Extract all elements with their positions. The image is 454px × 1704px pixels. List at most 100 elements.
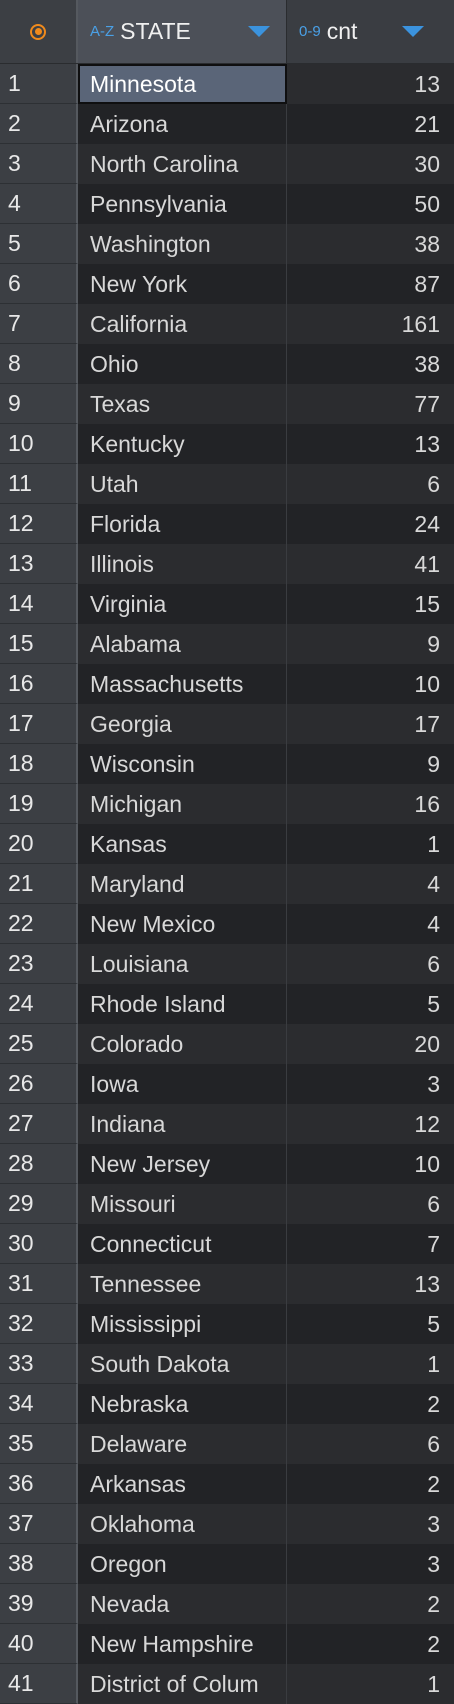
table-row[interactable]: 7 California 161 [0,304,454,344]
table-row[interactable]: 1 Minnesota 13 [0,64,454,104]
row-number[interactable]: 38 [0,1544,78,1584]
row-number[interactable]: 28 [0,1144,78,1184]
cell-state[interactable]: Mississippi [78,1304,287,1344]
cell-state[interactable]: Washington [78,224,287,264]
cell-cnt[interactable]: 87 [287,264,454,304]
row-number[interactable]: 22 [0,904,78,944]
row-number[interactable]: 39 [0,1584,78,1624]
cell-state[interactable]: South Dakota [78,1344,287,1384]
cell-cnt[interactable]: 38 [287,224,454,264]
table-row[interactable]: 18 Wisconsin 9 [0,744,454,784]
table-row[interactable]: 21 Maryland 4 [0,864,454,904]
cell-cnt[interactable]: 13 [287,1264,454,1304]
table-row[interactable]: 29 Missouri 6 [0,1184,454,1224]
cell-cnt[interactable]: 5 [287,1304,454,1344]
row-number[interactable]: 34 [0,1384,78,1424]
cell-state[interactable]: New Mexico [78,904,287,944]
dropdown-arrow-icon[interactable] [248,26,270,37]
cell-state[interactable]: Alabama [78,624,287,664]
cell-cnt[interactable]: 16 [287,784,454,824]
cell-state[interactable]: Colorado [78,1024,287,1064]
table-row[interactable]: 40 New Hampshire 2 [0,1624,454,1664]
cell-cnt[interactable]: 3 [287,1504,454,1544]
table-row[interactable]: 12 Florida 24 [0,504,454,544]
table-row[interactable]: 14 Virginia 15 [0,584,454,624]
row-number[interactable]: 37 [0,1504,78,1544]
cell-state[interactable]: Kansas [78,824,287,864]
cell-state[interactable]: Connecticut [78,1224,287,1264]
cell-cnt[interactable]: 50 [287,184,454,224]
cell-state[interactable]: Indiana [78,1104,287,1144]
column-header-state[interactable]: A-Z STATE [78,0,287,63]
table-row[interactable]: 13 Illinois 41 [0,544,454,584]
cell-state[interactable]: Missouri [78,1184,287,1224]
table-row[interactable]: 23 Louisiana 6 [0,944,454,984]
row-number[interactable]: 26 [0,1064,78,1104]
row-number[interactable]: 29 [0,1184,78,1224]
cell-cnt[interactable]: 2 [287,1584,454,1624]
column-header-cnt[interactable]: 0-9 cnt [287,0,454,63]
table-row[interactable]: 28 New Jersey 10 [0,1144,454,1184]
cell-state[interactable]: Georgia [78,704,287,744]
row-number[interactable]: 25 [0,1024,78,1064]
table-row[interactable]: 19 Michigan 16 [0,784,454,824]
cell-cnt[interactable]: 4 [287,864,454,904]
table-row[interactable]: 2 Arizona 21 [0,104,454,144]
cell-cnt[interactable]: 38 [287,344,454,384]
cell-state[interactable]: Utah [78,464,287,504]
cell-state[interactable]: Arkansas [78,1464,287,1504]
cell-cnt[interactable]: 10 [287,1144,454,1184]
cell-cnt[interactable]: 30 [287,144,454,184]
cell-cnt[interactable]: 41 [287,544,454,584]
table-row[interactable]: 22 New Mexico 4 [0,904,454,944]
table-row[interactable]: 17 Georgia 17 [0,704,454,744]
row-number[interactable]: 6 [0,264,78,304]
cell-cnt[interactable]: 77 [287,384,454,424]
cell-cnt[interactable]: 1 [287,1664,454,1704]
cell-cnt[interactable]: 3 [287,1544,454,1584]
cell-state[interactable]: North Carolina [78,144,287,184]
table-row[interactable]: 26 Iowa 3 [0,1064,454,1104]
cell-cnt[interactable]: 17 [287,704,454,744]
cell-cnt[interactable]: 1 [287,1344,454,1384]
cell-state[interactable]: Arizona [78,104,287,144]
row-number[interactable]: 12 [0,504,78,544]
table-row[interactable]: 35 Delaware 6 [0,1424,454,1464]
cell-cnt[interactable]: 2 [287,1464,454,1504]
cell-cnt[interactable]: 2 [287,1384,454,1424]
table-row[interactable]: 24 Rhode Island 5 [0,984,454,1024]
cell-state[interactable]: Louisiana [78,944,287,984]
cell-state[interactable]: Pennsylvania [78,184,287,224]
cell-cnt[interactable]: 24 [287,504,454,544]
cell-cnt[interactable]: 6 [287,1424,454,1464]
cell-state[interactable]: New York [78,264,287,304]
cell-cnt[interactable]: 2 [287,1624,454,1664]
row-number[interactable]: 21 [0,864,78,904]
cell-state[interactable]: Virginia [78,584,287,624]
dropdown-arrow-icon[interactable] [402,26,424,37]
table-row[interactable]: 36 Arkansas 2 [0,1464,454,1504]
row-number[interactable]: 32 [0,1304,78,1344]
row-number[interactable]: 7 [0,304,78,344]
cell-state[interactable]: Tennessee [78,1264,287,1304]
row-number[interactable]: 24 [0,984,78,1024]
row-number[interactable]: 3 [0,144,78,184]
cell-state[interactable]: Kentucky [78,424,287,464]
row-number[interactable]: 23 [0,944,78,984]
table-row[interactable]: 25 Colorado 20 [0,1024,454,1064]
table-row[interactable]: 10 Kentucky 13 [0,424,454,464]
row-number[interactable]: 5 [0,224,78,264]
table-row[interactable]: 33 South Dakota 1 [0,1344,454,1384]
row-number[interactable]: 40 [0,1624,78,1664]
cell-cnt[interactable]: 161 [287,304,454,344]
row-number[interactable]: 8 [0,344,78,384]
cell-cnt[interactable]: 10 [287,664,454,704]
row-number[interactable]: 18 [0,744,78,784]
table-row[interactable]: 32 Mississippi 5 [0,1304,454,1344]
cell-state[interactable]: Maryland [78,864,287,904]
row-number[interactable]: 16 [0,664,78,704]
table-row[interactable]: 39 Nevada 2 [0,1584,454,1624]
cell-state[interactable]: Nebraska [78,1384,287,1424]
table-row[interactable]: 8 Ohio 38 [0,344,454,384]
table-row[interactable]: 41 District of Colum 1 [0,1664,454,1704]
